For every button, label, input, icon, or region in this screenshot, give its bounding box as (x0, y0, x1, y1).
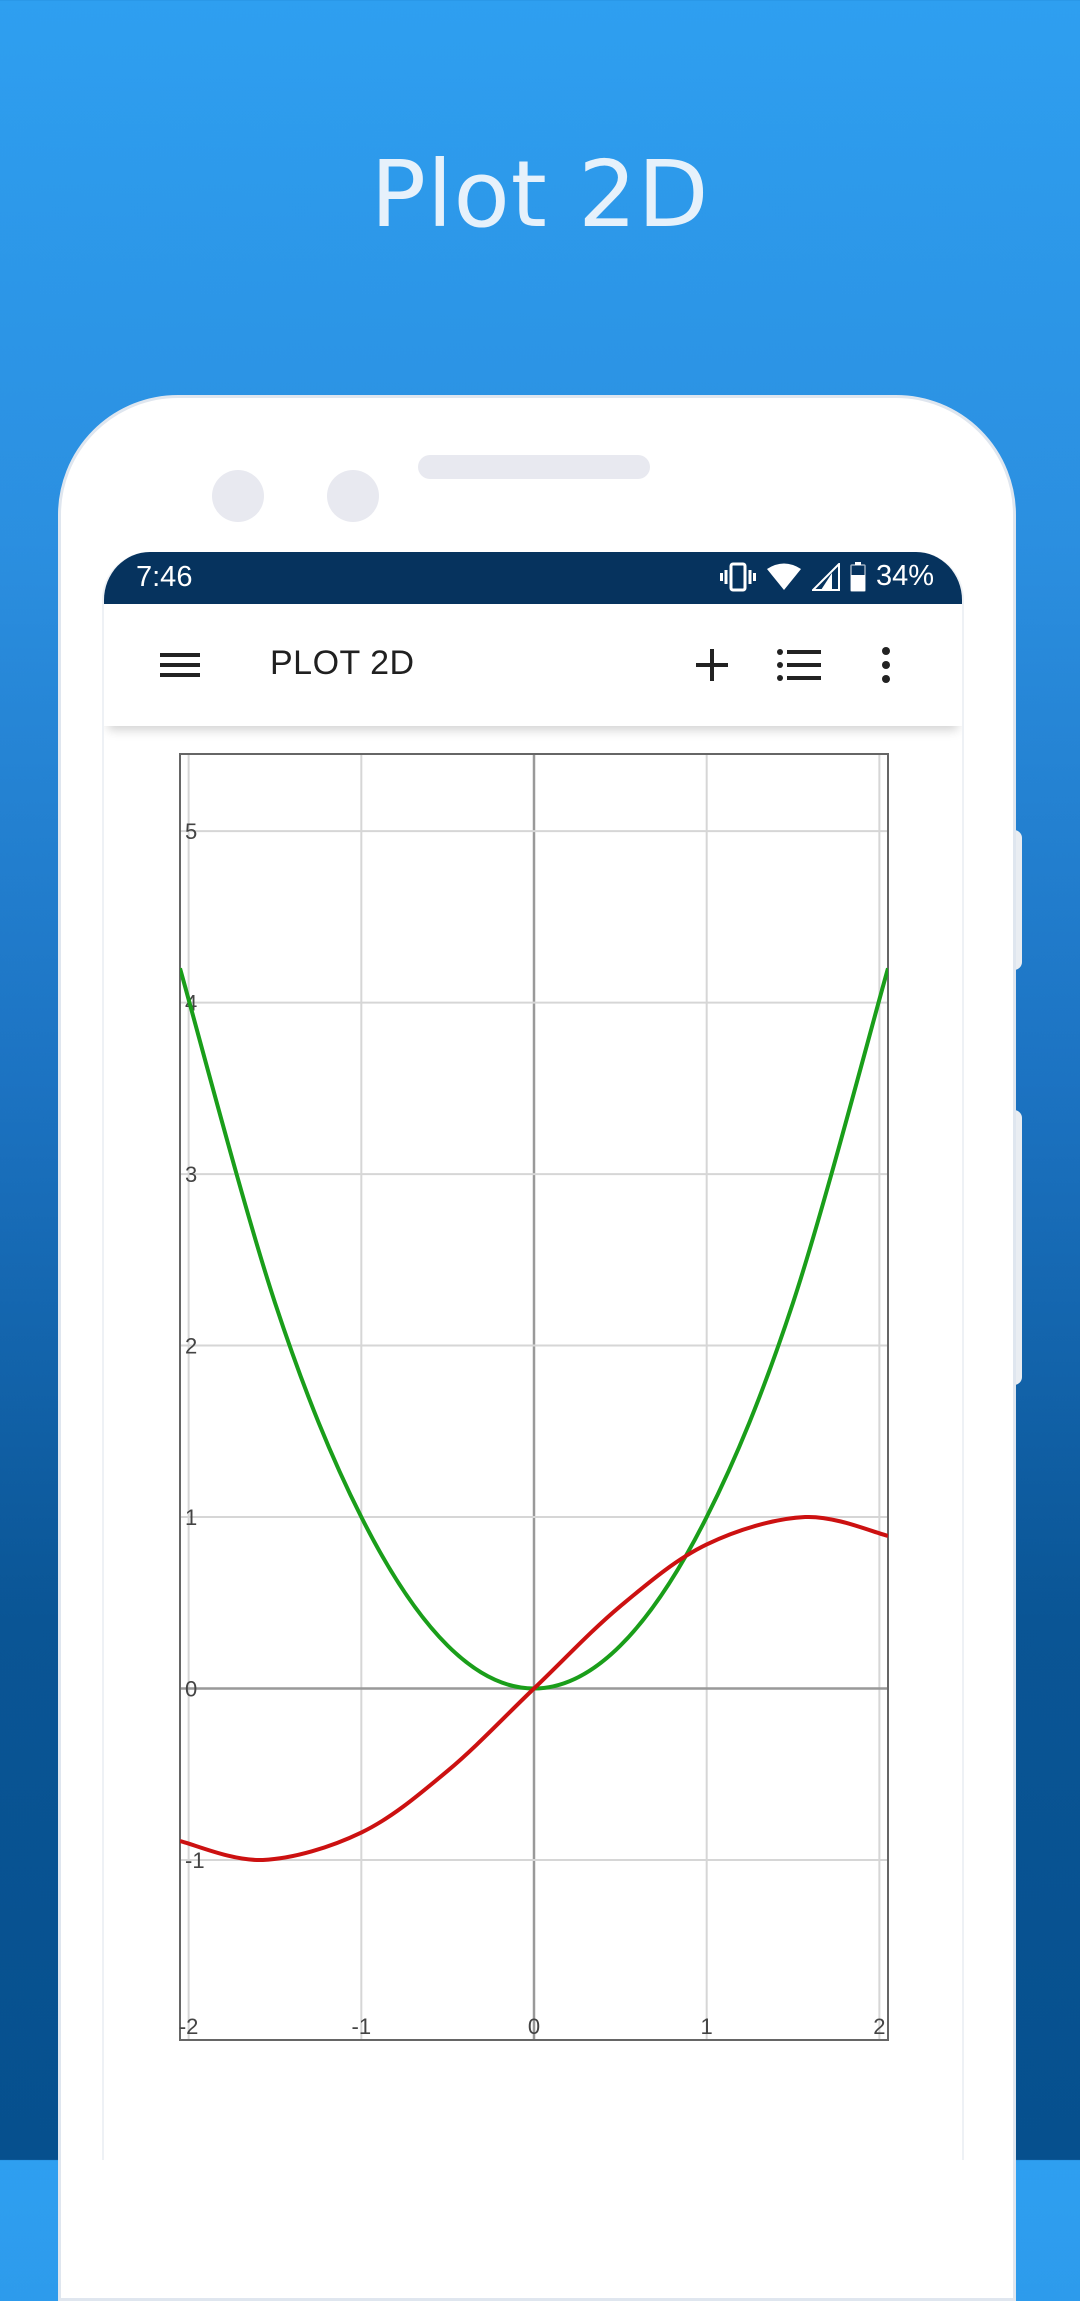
add-icon[interactable] (686, 639, 738, 691)
menu-icon[interactable] (154, 639, 206, 691)
y-tick-label: 1 (185, 1505, 197, 1530)
y-tick-label: -1 (185, 1848, 205, 1873)
more-vert-icon[interactable] (860, 639, 912, 691)
status-bar: 7:46 34% (104, 552, 962, 604)
y-tick-label: 3 (185, 1162, 197, 1187)
y-tick-label: 2 (185, 1334, 197, 1359)
plot-frame (179, 753, 889, 2041)
status-icons: 34% (719, 560, 934, 593)
phone-camera (212, 470, 264, 522)
x-tick-label: -1 (352, 2014, 372, 2039)
y-tick-label: 0 (185, 1676, 197, 1701)
series-line-2 (180, 1515, 888, 1862)
list-icon[interactable] (773, 639, 825, 691)
status-time: 7:46 (136, 561, 193, 593)
y-tick-label: 5 (185, 819, 197, 844)
plot-area[interactable]: -2 -1 0 1 2 -1 0 1 2 3 4 5 (104, 726, 962, 2160)
signal-icon (811, 562, 840, 591)
vibrate-icon (719, 562, 756, 592)
promo-title: Plot 2D (370, 141, 710, 248)
x-tick-label: 2 (873, 2014, 885, 2039)
battery-icon (850, 561, 866, 592)
phone-sensor (327, 470, 379, 522)
phone-speaker (418, 455, 650, 479)
battery-level: 34% (875, 560, 934, 592)
x-tick-label: -2 (179, 2014, 199, 2039)
x-tick-label: 0 (528, 2014, 540, 2039)
wifi-icon (766, 563, 802, 591)
phone-screen: 7:46 34% (102, 552, 964, 2160)
app-bar: PLOT 2D (104, 604, 962, 726)
page-title: PLOT 2D (270, 644, 415, 682)
x-tick-label: 1 (701, 2014, 713, 2039)
